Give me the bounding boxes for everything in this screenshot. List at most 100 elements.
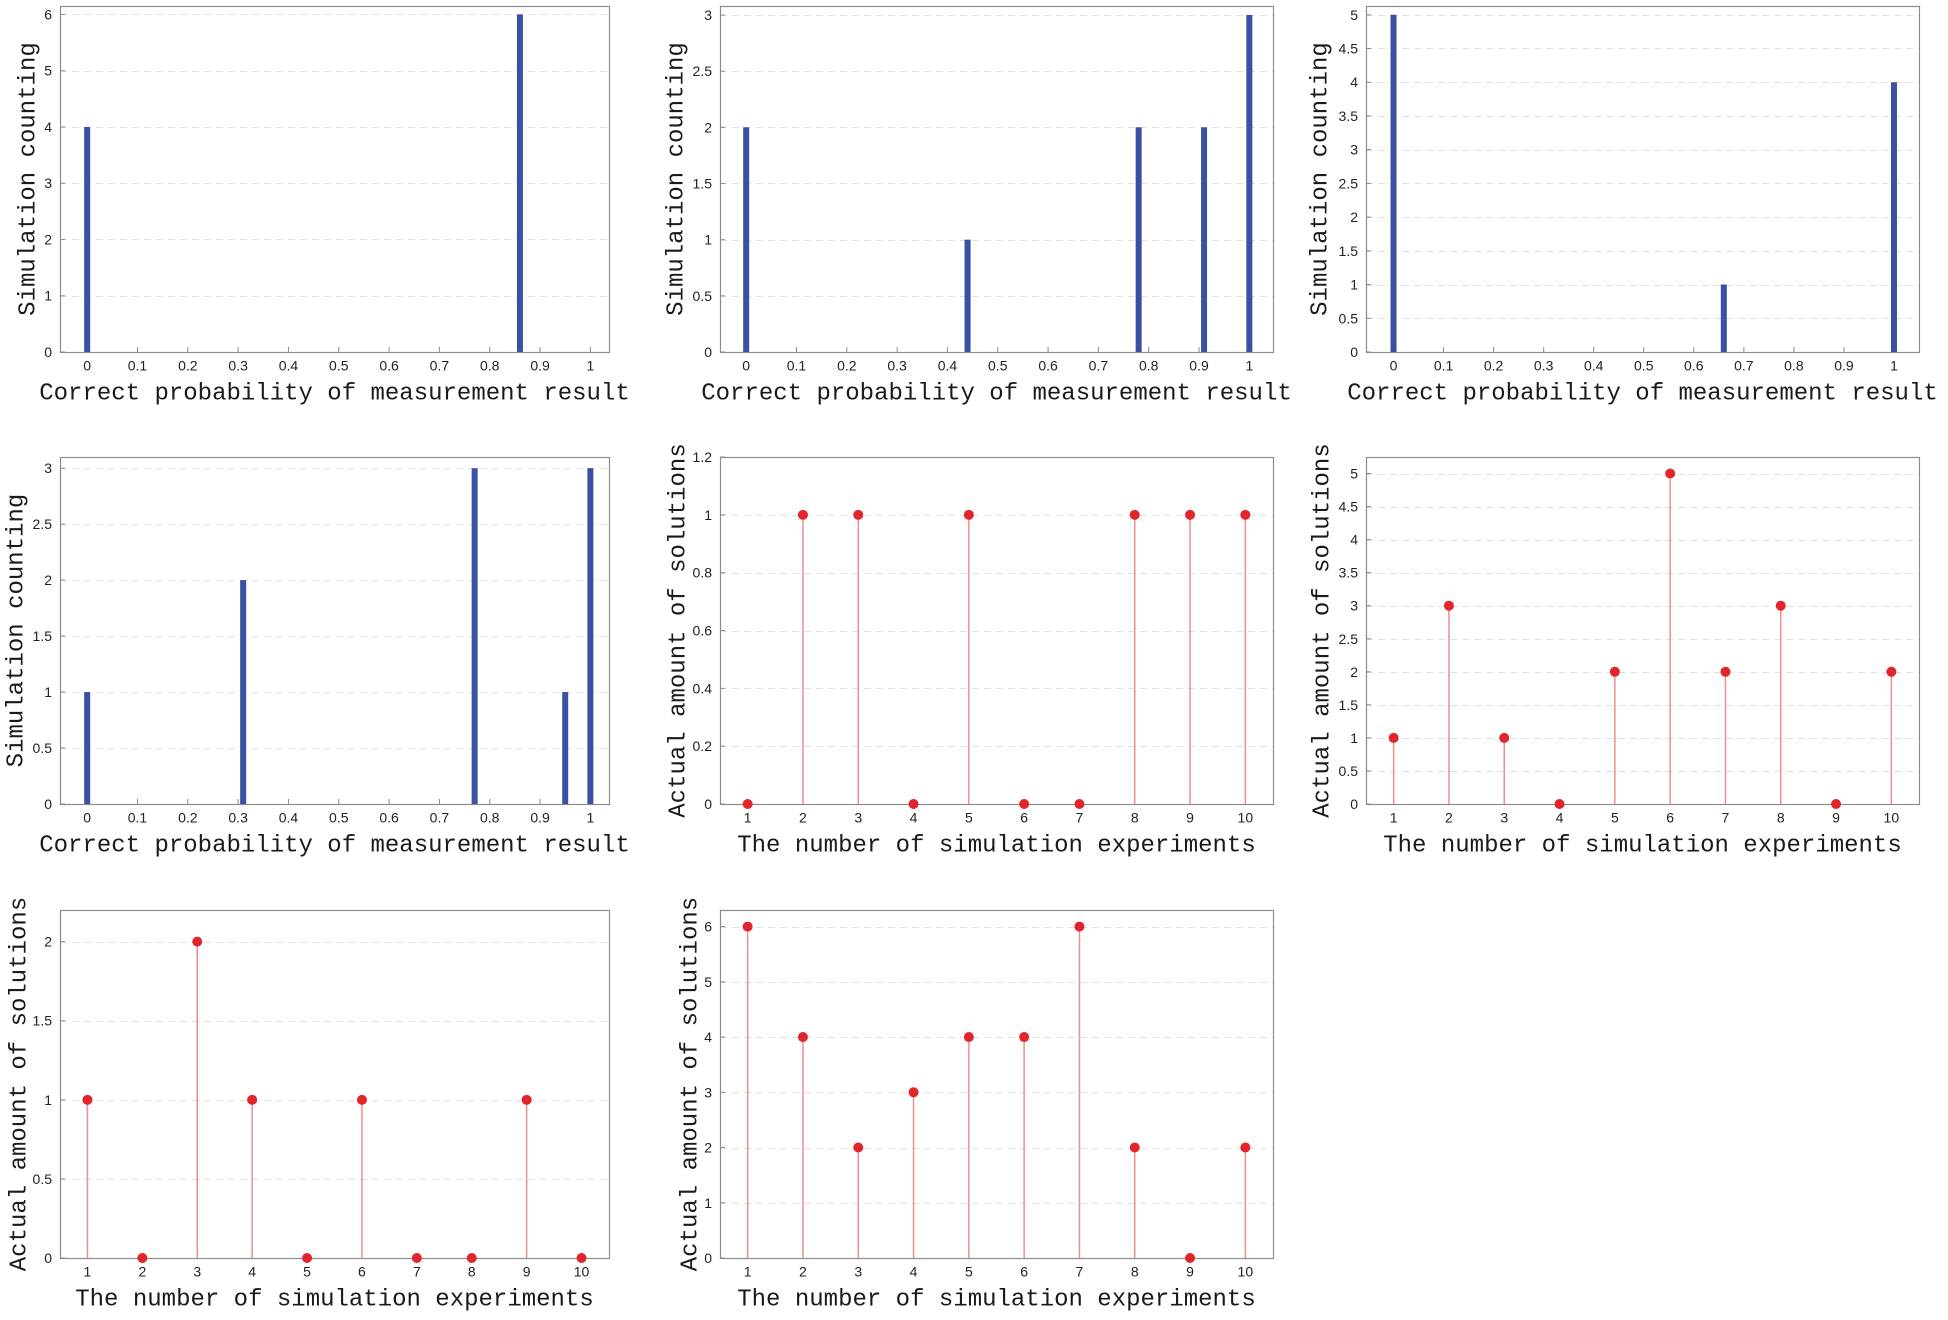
x-tick-label: 0.6 — [379, 357, 399, 373]
stem-marker — [908, 799, 919, 809]
data-series — [1390, 14, 1897, 353]
y-tick-label: 0.4 — [693, 680, 713, 696]
y-tick-label: 4 — [1350, 74, 1358, 90]
data-series — [742, 509, 1251, 809]
stem-marker — [1443, 600, 1454, 611]
y-axis-label: Actual amount of solutions — [7, 897, 34, 1271]
stem-marker — [1129, 509, 1140, 520]
x-tick-label: 5 — [303, 1263, 311, 1279]
y-tick-label: 4 — [704, 1029, 712, 1045]
stem-marker — [963, 509, 974, 520]
stem-marker — [1499, 732, 1510, 743]
y-tick-label: 1.5 — [33, 1013, 53, 1029]
x-tick-label: 0.1 — [1434, 357, 1454, 373]
stem-marker — [1240, 1142, 1251, 1153]
stem-marker — [411, 1253, 422, 1263]
y-tick-label: 5 — [1350, 466, 1358, 482]
chart-panel-2: 0 0.1 0.2 0.3 0.4 0.5 0.6 0.7 0.8 0.9 1 0 0.5 1 1.5 2 2.… — [664, 5, 1292, 408]
y-tick-label: 4 — [44, 119, 52, 135]
stem-marker — [1831, 799, 1842, 809]
x-tick-label: 0.2 — [837, 357, 857, 373]
y-tick-label: 2.5 — [1339, 175, 1359, 191]
x-tick-label: 0 — [742, 357, 750, 373]
x-tick-label: 2 — [1445, 809, 1453, 825]
y-tick-label: 2 — [44, 231, 52, 247]
y-tick-label: 3 — [1350, 598, 1358, 614]
stem-marker — [1185, 1253, 1196, 1263]
bar — [1201, 127, 1208, 352]
y-tick-label: 5 — [44, 63, 52, 79]
x-tick-label: 5 — [965, 1263, 973, 1279]
bar — [1890, 82, 1897, 353]
stem-marker — [1129, 1142, 1140, 1153]
data-series — [1388, 468, 1897, 809]
x-tick-label: 0.1 — [128, 809, 148, 825]
x-tick-label: 1 — [1245, 357, 1253, 373]
x-tick-label: 0.3 — [228, 809, 248, 825]
x-tick-label: 1 — [586, 809, 594, 825]
stem-marker — [1665, 468, 1676, 479]
x-tick-label: 0.8 — [480, 809, 500, 825]
y-tick-label: 0 — [1350, 796, 1358, 812]
stem-marker — [742, 799, 753, 809]
y-tick-label: 3.5 — [1339, 108, 1359, 124]
stem-marker — [853, 509, 864, 520]
data-series — [742, 921, 1251, 1263]
y-tick-label: 3 — [1350, 142, 1358, 158]
y-tick-label: 0.8 — [693, 565, 713, 581]
y-axis-label: Actual amount of solutions — [666, 443, 693, 817]
y-tick-label: 0.5 — [33, 1171, 53, 1187]
x-tick-label: 7 — [1722, 809, 1730, 825]
stem-marker — [797, 509, 808, 520]
y-tick-label: 2.5 — [693, 63, 713, 79]
stem-marker — [853, 1142, 864, 1153]
y-tick-label: 0.5 — [1339, 310, 1359, 326]
x-tick-label: 0.9 — [530, 357, 550, 373]
x-tick-label: 0.6 — [1684, 357, 1704, 373]
x-tick-label: 9 — [1186, 1263, 1194, 1279]
stem-marker — [521, 1094, 532, 1105]
y-tick-label: 0.5 — [693, 288, 713, 304]
bar — [1390, 14, 1397, 352]
y-tick-label: 1 — [44, 1092, 52, 1108]
x-tick-label: 4 — [910, 1263, 918, 1279]
x-tick-label: 0.1 — [787, 357, 807, 373]
bar — [743, 127, 750, 352]
x-tick-label: 8 — [1777, 809, 1785, 825]
bar — [240, 580, 247, 804]
x-tick-label: 3 — [1500, 809, 1508, 825]
y-tick-label: 0 — [704, 344, 712, 360]
x-tick-label: 10 — [1884, 809, 1900, 825]
stem-marker — [1019, 1032, 1030, 1043]
x-tick-label: 5 — [1611, 809, 1619, 825]
x-tick-label: 6 — [1020, 1263, 1028, 1279]
y-tick-label: 2.5 — [1339, 631, 1359, 647]
x-axis-label: Correct probability of measurement resul… — [39, 833, 630, 860]
x-tick-label: 1 — [744, 1263, 752, 1279]
x-tick-label: 0.5 — [1634, 357, 1654, 373]
plot-frame — [719, 5, 1275, 354]
x-tick-label: 7 — [413, 1263, 421, 1279]
y-tick-label: 2 — [44, 934, 52, 950]
x-tick-label: 0.9 — [1189, 357, 1209, 373]
x-tick-label: 0.3 — [1534, 357, 1554, 373]
chart-panel-8: 1 2 3 4 5 6 7 8 9 10 0 1 2 3 4 5 6 The number of simulati… — [678, 897, 1275, 1314]
x-tick-label: 10 — [1238, 809, 1254, 825]
chart-panel-4: 0 0.1 0.2 0.3 0.4 0.5 0.6 0.7 0.8 0.9 1 0 0.5 1 1.5 2 2.… — [4, 456, 630, 860]
y-axis-label: Simulation counting — [16, 42, 43, 316]
x-tick-label: 2 — [799, 1263, 807, 1279]
y-tick-label: 3 — [44, 175, 52, 191]
x-tick-label: 0.7 — [1734, 357, 1754, 373]
y-axis-label: Actual amount of solutions — [678, 897, 705, 1271]
stem-marker — [963, 1032, 974, 1043]
x-tick-label: 1 — [1890, 357, 1898, 373]
x-tick-label: 0.8 — [480, 357, 500, 373]
plot-frame — [719, 909, 1275, 1260]
y-tick-label: 6 — [44, 6, 52, 22]
y-axis-label: Simulation counting — [664, 42, 691, 316]
x-tick-label: 0.6 — [379, 809, 399, 825]
x-tick-label: 8 — [1131, 1263, 1139, 1279]
y-tick-label: 3 — [704, 7, 712, 23]
x-tick-label: 0.2 — [178, 357, 198, 373]
